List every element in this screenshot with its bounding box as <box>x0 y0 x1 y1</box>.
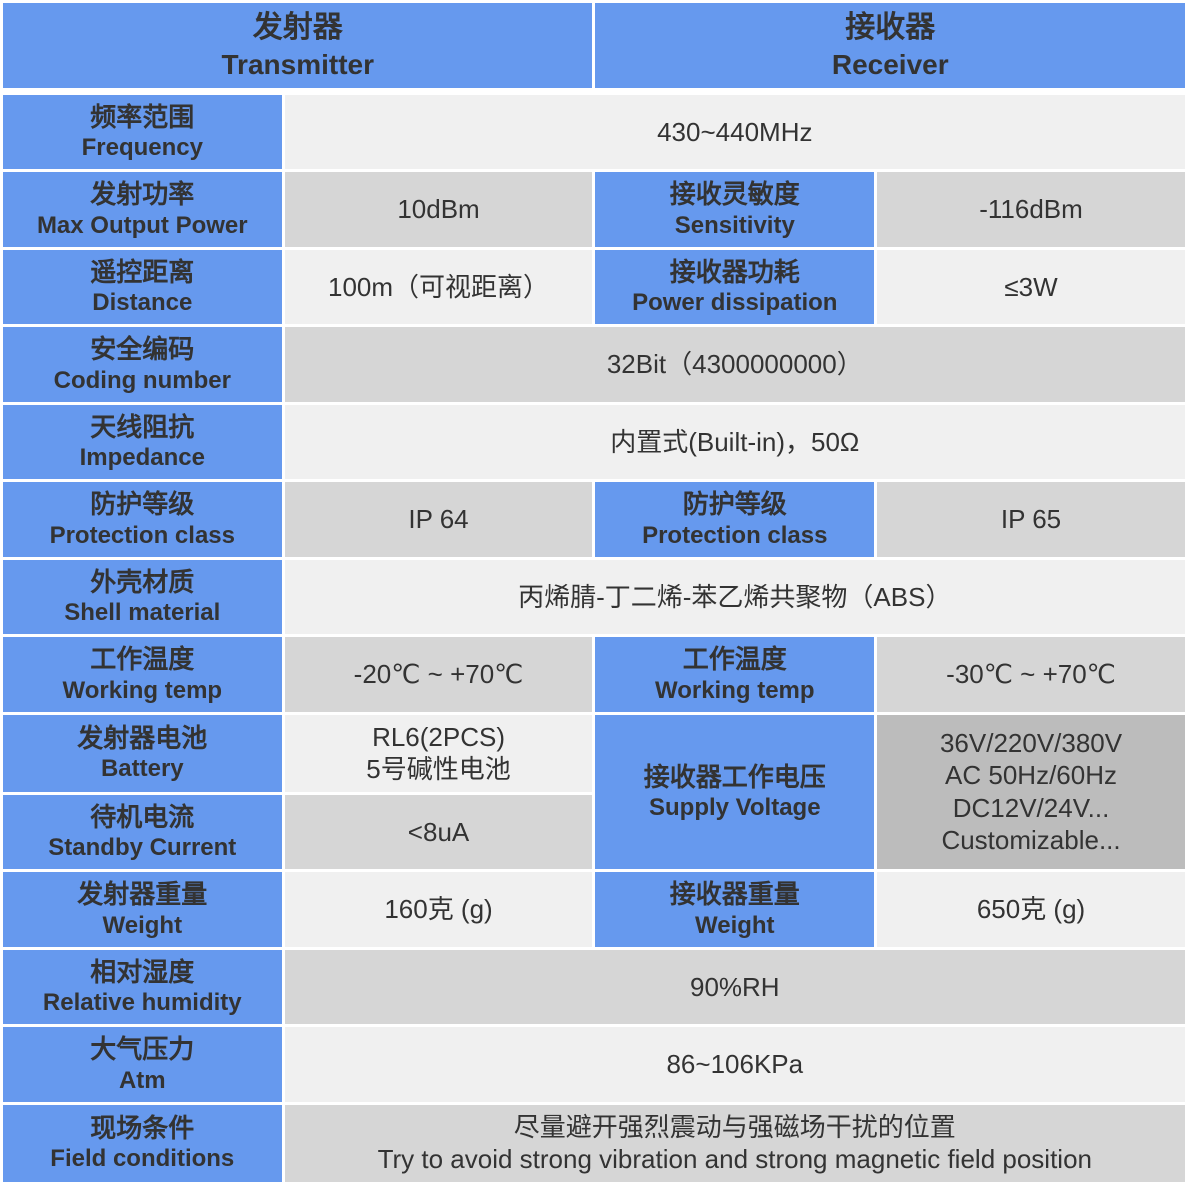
label-humidity: 相对湿度 Relative humidity <box>3 950 282 1025</box>
value-power-dissipation: ≤3W <box>877 250 1185 325</box>
row-battery: 发射器电池 Battery RL6(2PCS) 5号碱性电池 接收器工作电压 S… <box>3 715 1185 792</box>
value-frequency: 430~440MHz <box>285 95 1185 170</box>
row-shell: 外壳材质 Shell material 丙烯腈-丁二烯-苯乙烯共聚物（ABS） <box>3 560 1185 635</box>
value-field-conditions: 尽量避开强烈震动与强磁场干扰的位置 Try to avoid strong vi… <box>285 1105 1185 1182</box>
value-atm: 86~106KPa <box>285 1027 1185 1102</box>
label-coding-number: 安全编码 Coding number <box>3 327 282 402</box>
header-transmitter-cn: 发射器 <box>7 9 588 47</box>
value-protection-rx: IP 65 <box>877 482 1185 557</box>
value-standby-current: <8uA <box>285 795 593 870</box>
row-atm: 大气压力 Atm 86~106KPa <box>3 1027 1185 1102</box>
row-weight: 发射器重量 Weight 160克 (g) 接收器重量 Weight 650克 … <box>3 872 1185 947</box>
label-supply-voltage: 接收器工作电压 Supply Voltage <box>595 715 874 870</box>
header-transmitter: 发射器 Transmitter <box>3 3 592 92</box>
value-sensitivity: -116dBm <box>877 172 1185 247</box>
label-weight-rx: 接收器重量 Weight <box>595 872 874 947</box>
label-working-temp-tx: 工作温度 Working temp <box>3 637 282 712</box>
value-working-temp-tx: -20℃ ~ +70℃ <box>285 637 593 712</box>
header-receiver: 接收器 Receiver <box>595 3 1185 92</box>
value-weight-tx: 160克 (g) <box>285 872 593 947</box>
row-impedance: 天线阻抗 Impedance 内置式(Built-in)，50Ω <box>3 405 1185 480</box>
label-working-temp-rx: 工作温度 Working temp <box>595 637 874 712</box>
value-distance: 100m（可视距离） <box>285 250 593 325</box>
label-sensitivity: 接收灵敏度 Sensitivity <box>595 172 874 247</box>
value-max-output-power: 10dBm <box>285 172 593 247</box>
value-impedance: 内置式(Built-in)，50Ω <box>285 405 1185 480</box>
label-weight-tx: 发射器重量 Weight <box>3 872 282 947</box>
label-field-conditions: 现场条件 Field conditions <box>3 1105 282 1182</box>
value-supply-voltage: 36V/220V/380V AC 50Hz/60Hz DC12V/24V... … <box>877 715 1185 870</box>
label-max-output-power: 发射功率 Max Output Power <box>3 172 282 247</box>
row-humidity: 相对湿度 Relative humidity 90%RH <box>3 950 1185 1025</box>
header-row: 发射器 Transmitter 接收器 Receiver <box>3 3 1185 92</box>
value-coding-number: 32Bit（4300000000） <box>285 327 1185 402</box>
label-impedance: 天线阻抗 Impedance <box>3 405 282 480</box>
value-battery: RL6(2PCS) 5号碱性电池 <box>285 715 593 792</box>
label-shell-material: 外壳材质 Shell material <box>3 560 282 635</box>
header-receiver-en: Receiver <box>599 47 1181 82</box>
label-atm: 大气压力 Atm <box>3 1027 282 1102</box>
label-frequency: 频率范围 Frequency <box>3 95 282 170</box>
label-power-dissipation: 接收器功耗 Power dissipation <box>595 250 874 325</box>
row-field-conditions: 现场条件 Field conditions 尽量避开强烈震动与强磁场干扰的位置 … <box>3 1105 1185 1182</box>
value-protection-tx: IP 64 <box>285 482 593 557</box>
value-humidity: 90%RH <box>285 950 1185 1025</box>
row-distance-power: 遥控距离 Distance 100m（可视距离） 接收器功耗 Power dis… <box>3 250 1185 325</box>
value-shell-material: 丙烯腈-丁二烯-苯乙烯共聚物（ABS） <box>285 560 1185 635</box>
row-frequency: 频率范围 Frequency 430~440MHz <box>3 95 1185 170</box>
spec-table: 发射器 Transmitter 接收器 Receiver 频率范围 Freque… <box>0 0 1188 1185</box>
header-transmitter-en: Transmitter <box>7 47 588 82</box>
row-working-temp: 工作温度 Working temp -20℃ ~ +70℃ 工作温度 Worki… <box>3 637 1185 712</box>
label-protection-tx: 防护等级 Protection class <box>3 482 282 557</box>
row-output-sensitivity: 发射功率 Max Output Power 10dBm 接收灵敏度 Sensit… <box>3 172 1185 247</box>
value-working-temp-rx: -30℃ ~ +70℃ <box>877 637 1185 712</box>
row-protection: 防护等级 Protection class IP 64 防护等级 Protect… <box>3 482 1185 557</box>
label-battery: 发射器电池 Battery <box>3 715 282 792</box>
value-weight-rx: 650克 (g) <box>877 872 1185 947</box>
header-receiver-cn: 接收器 <box>599 9 1181 47</box>
label-protection-rx: 防护等级 Protection class <box>595 482 874 557</box>
label-standby-current: 待机电流 Standby Current <box>3 795 282 870</box>
label-distance: 遥控距离 Distance <box>3 250 282 325</box>
row-coding: 安全编码 Coding number 32Bit（4300000000） <box>3 327 1185 402</box>
